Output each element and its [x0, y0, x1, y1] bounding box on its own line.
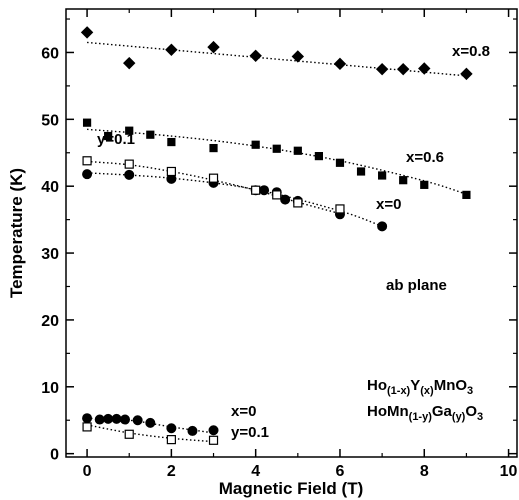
- data-point-open-square: [251, 185, 261, 195]
- data-point-diamond: [207, 40, 220, 54]
- data-point-square: [146, 130, 155, 139]
- x-tick-label: 10: [500, 463, 518, 480]
- data-point-circle: [132, 415, 143, 426]
- data-point-open-square: [166, 166, 176, 177]
- y-tick-label: 50: [41, 112, 59, 129]
- data-point-square: [420, 180, 429, 189]
- data-point-open-square: [293, 198, 303, 208]
- data-point-square: [272, 144, 281, 153]
- data-point-square: [251, 140, 260, 149]
- x-axis-label: Magnetic Field (T): [219, 479, 364, 498]
- data-point-square: [293, 146, 302, 155]
- data-point-circle: [259, 185, 270, 196]
- data-point-circle: [166, 423, 177, 434]
- ticks-layer: 0 2 4 6 8 10 0 10 20 30 40 50 60: [41, 9, 518, 480]
- data-point-square: [167, 137, 176, 147]
- data-point-diamond: [165, 43, 178, 56]
- data-point-circle: [82, 169, 93, 180]
- data-point-circle: [377, 221, 388, 232]
- data-point-square: [104, 131, 113, 141]
- data-point-circle: [111, 413, 122, 424]
- data-point-diamond: [80, 26, 94, 39]
- data-point-open-square: [208, 173, 219, 183]
- data-point-circle: [280, 194, 291, 205]
- data-point-diamond: [123, 56, 136, 70]
- data-point-open-square: [82, 422, 92, 432]
- x-tick-label: 0: [83, 463, 92, 480]
- data-point-circle: [103, 413, 114, 424]
- y-tick-label: 10: [41, 380, 59, 397]
- annotation-x0-upper: x=0: [376, 196, 401, 213]
- fit-line: [87, 128, 467, 195]
- fit-line: [87, 41, 467, 77]
- annotation-x0-lower: x=0: [231, 403, 256, 420]
- data-point-square: [462, 190, 471, 199]
- x-tick-label: 6: [336, 463, 345, 480]
- legend-formula-2: HoMn(1-y)Ga(y)O3: [367, 403, 483, 423]
- y-tick-label: 60: [41, 45, 59, 62]
- data-point-diamond: [375, 62, 389, 76]
- legend-formula-1: Ho(1-x)Y(x)MnO3: [367, 377, 473, 397]
- data-point-circle: [145, 417, 156, 428]
- y-tick-label: 30: [41, 246, 59, 263]
- annotation-ab-plane: ab plane: [386, 277, 447, 294]
- data-point-open-square: [124, 159, 134, 169]
- data-point-circle: [94, 414, 105, 425]
- annotation-x06: x=0.6: [406, 149, 444, 166]
- data-point-open-square: [208, 435, 219, 445]
- data-point-square: [82, 118, 92, 127]
- data-point-circle: [208, 425, 219, 436]
- data-point-square: [399, 176, 408, 185]
- data-point-square: [125, 126, 134, 135]
- data-point-square: [356, 167, 366, 176]
- y-axis-label: Temperature (K): [7, 168, 26, 298]
- data-point-diamond: [249, 49, 262, 63]
- x-tick-label: 8: [420, 463, 429, 480]
- data-point-open-square: [82, 156, 92, 166]
- data-point-open-square: [124, 429, 134, 439]
- data-point-diamond: [333, 57, 347, 71]
- x-tick-label: 4: [251, 463, 260, 480]
- y-tick-label: 20: [41, 313, 59, 330]
- data-point-diamond: [460, 67, 473, 81]
- data-point-circle: [124, 169, 135, 180]
- fit-line: [86, 424, 214, 443]
- data-point-square: [209, 143, 218, 153]
- data-point-circle: [187, 425, 198, 436]
- annotation-y01-upper: y=0.1: [97, 131, 135, 148]
- data-point-open-square: [166, 435, 176, 445]
- data-point-square: [314, 152, 323, 161]
- data-point-circle: [82, 413, 93, 424]
- x-tick-label: 2: [167, 463, 176, 480]
- annotation-y01-lower: y=0.1: [231, 424, 269, 441]
- annotation-x08: x=0.8: [452, 43, 490, 60]
- y-tick-label: 40: [41, 179, 59, 196]
- data-point-diamond: [291, 50, 305, 63]
- data-point-diamond: [396, 62, 410, 76]
- data-point-circle: [120, 414, 131, 425]
- data-point-square: [378, 171, 387, 180]
- data-markers: [80, 26, 473, 445]
- data-point-diamond: [418, 62, 431, 75]
- plot-frame: [65, 8, 518, 458]
- data-point-open-square: [335, 204, 345, 214]
- y-tick-label: 0: [50, 447, 59, 464]
- data-point-open-square: [272, 190, 282, 200]
- data-point-square: [335, 158, 345, 167]
